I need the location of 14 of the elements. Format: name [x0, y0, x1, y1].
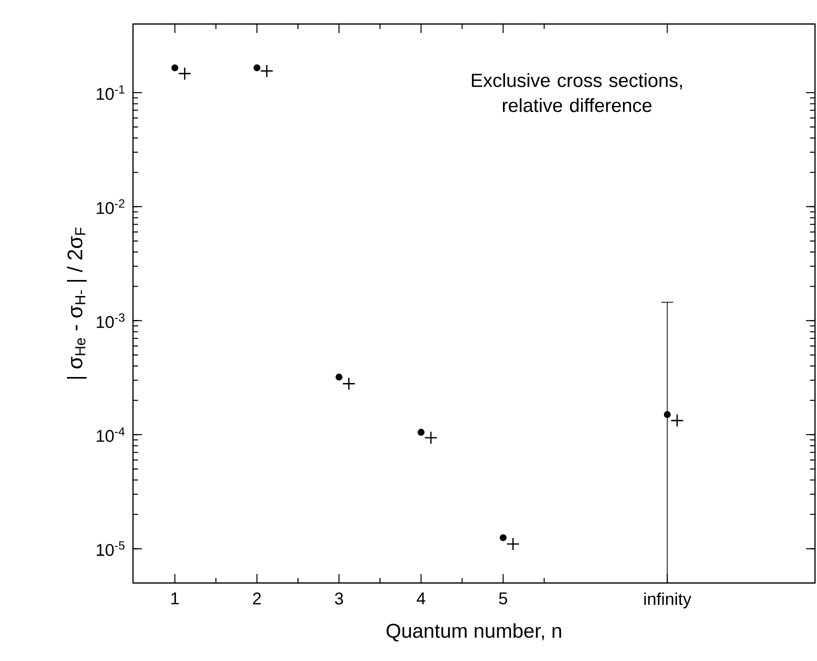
x-tick-label: 2 [253, 592, 261, 604]
y-tick-label: 10$^{-4}$ [96, 427, 125, 442]
y-tick-label: 10$^{-1}$ [96, 85, 124, 100]
x-tick-label: infinity [644, 592, 692, 608]
y-tick-label: 10$^{-5}$ [96, 541, 124, 556]
annotation: Exclusive cross sections, relative difference [472, 73, 682, 112]
x-tick-label: 1 [171, 592, 179, 604]
y-tick-label: 10$^{-3}$ [96, 313, 124, 328]
y-axis-title: | σ$_{He}$ - σ$_{H-}$ | / 2σ$_{F}$ [66, 228, 87, 379]
x-tick-label: 3 [334, 592, 343, 605]
x-tick-label: 5 [499, 592, 508, 604]
x-axis-title: Quantum number, n [386, 623, 562, 642]
x-tick-label: 4 [416, 592, 426, 604]
y-tick-label: 10$^{-2}$ [96, 199, 124, 214]
